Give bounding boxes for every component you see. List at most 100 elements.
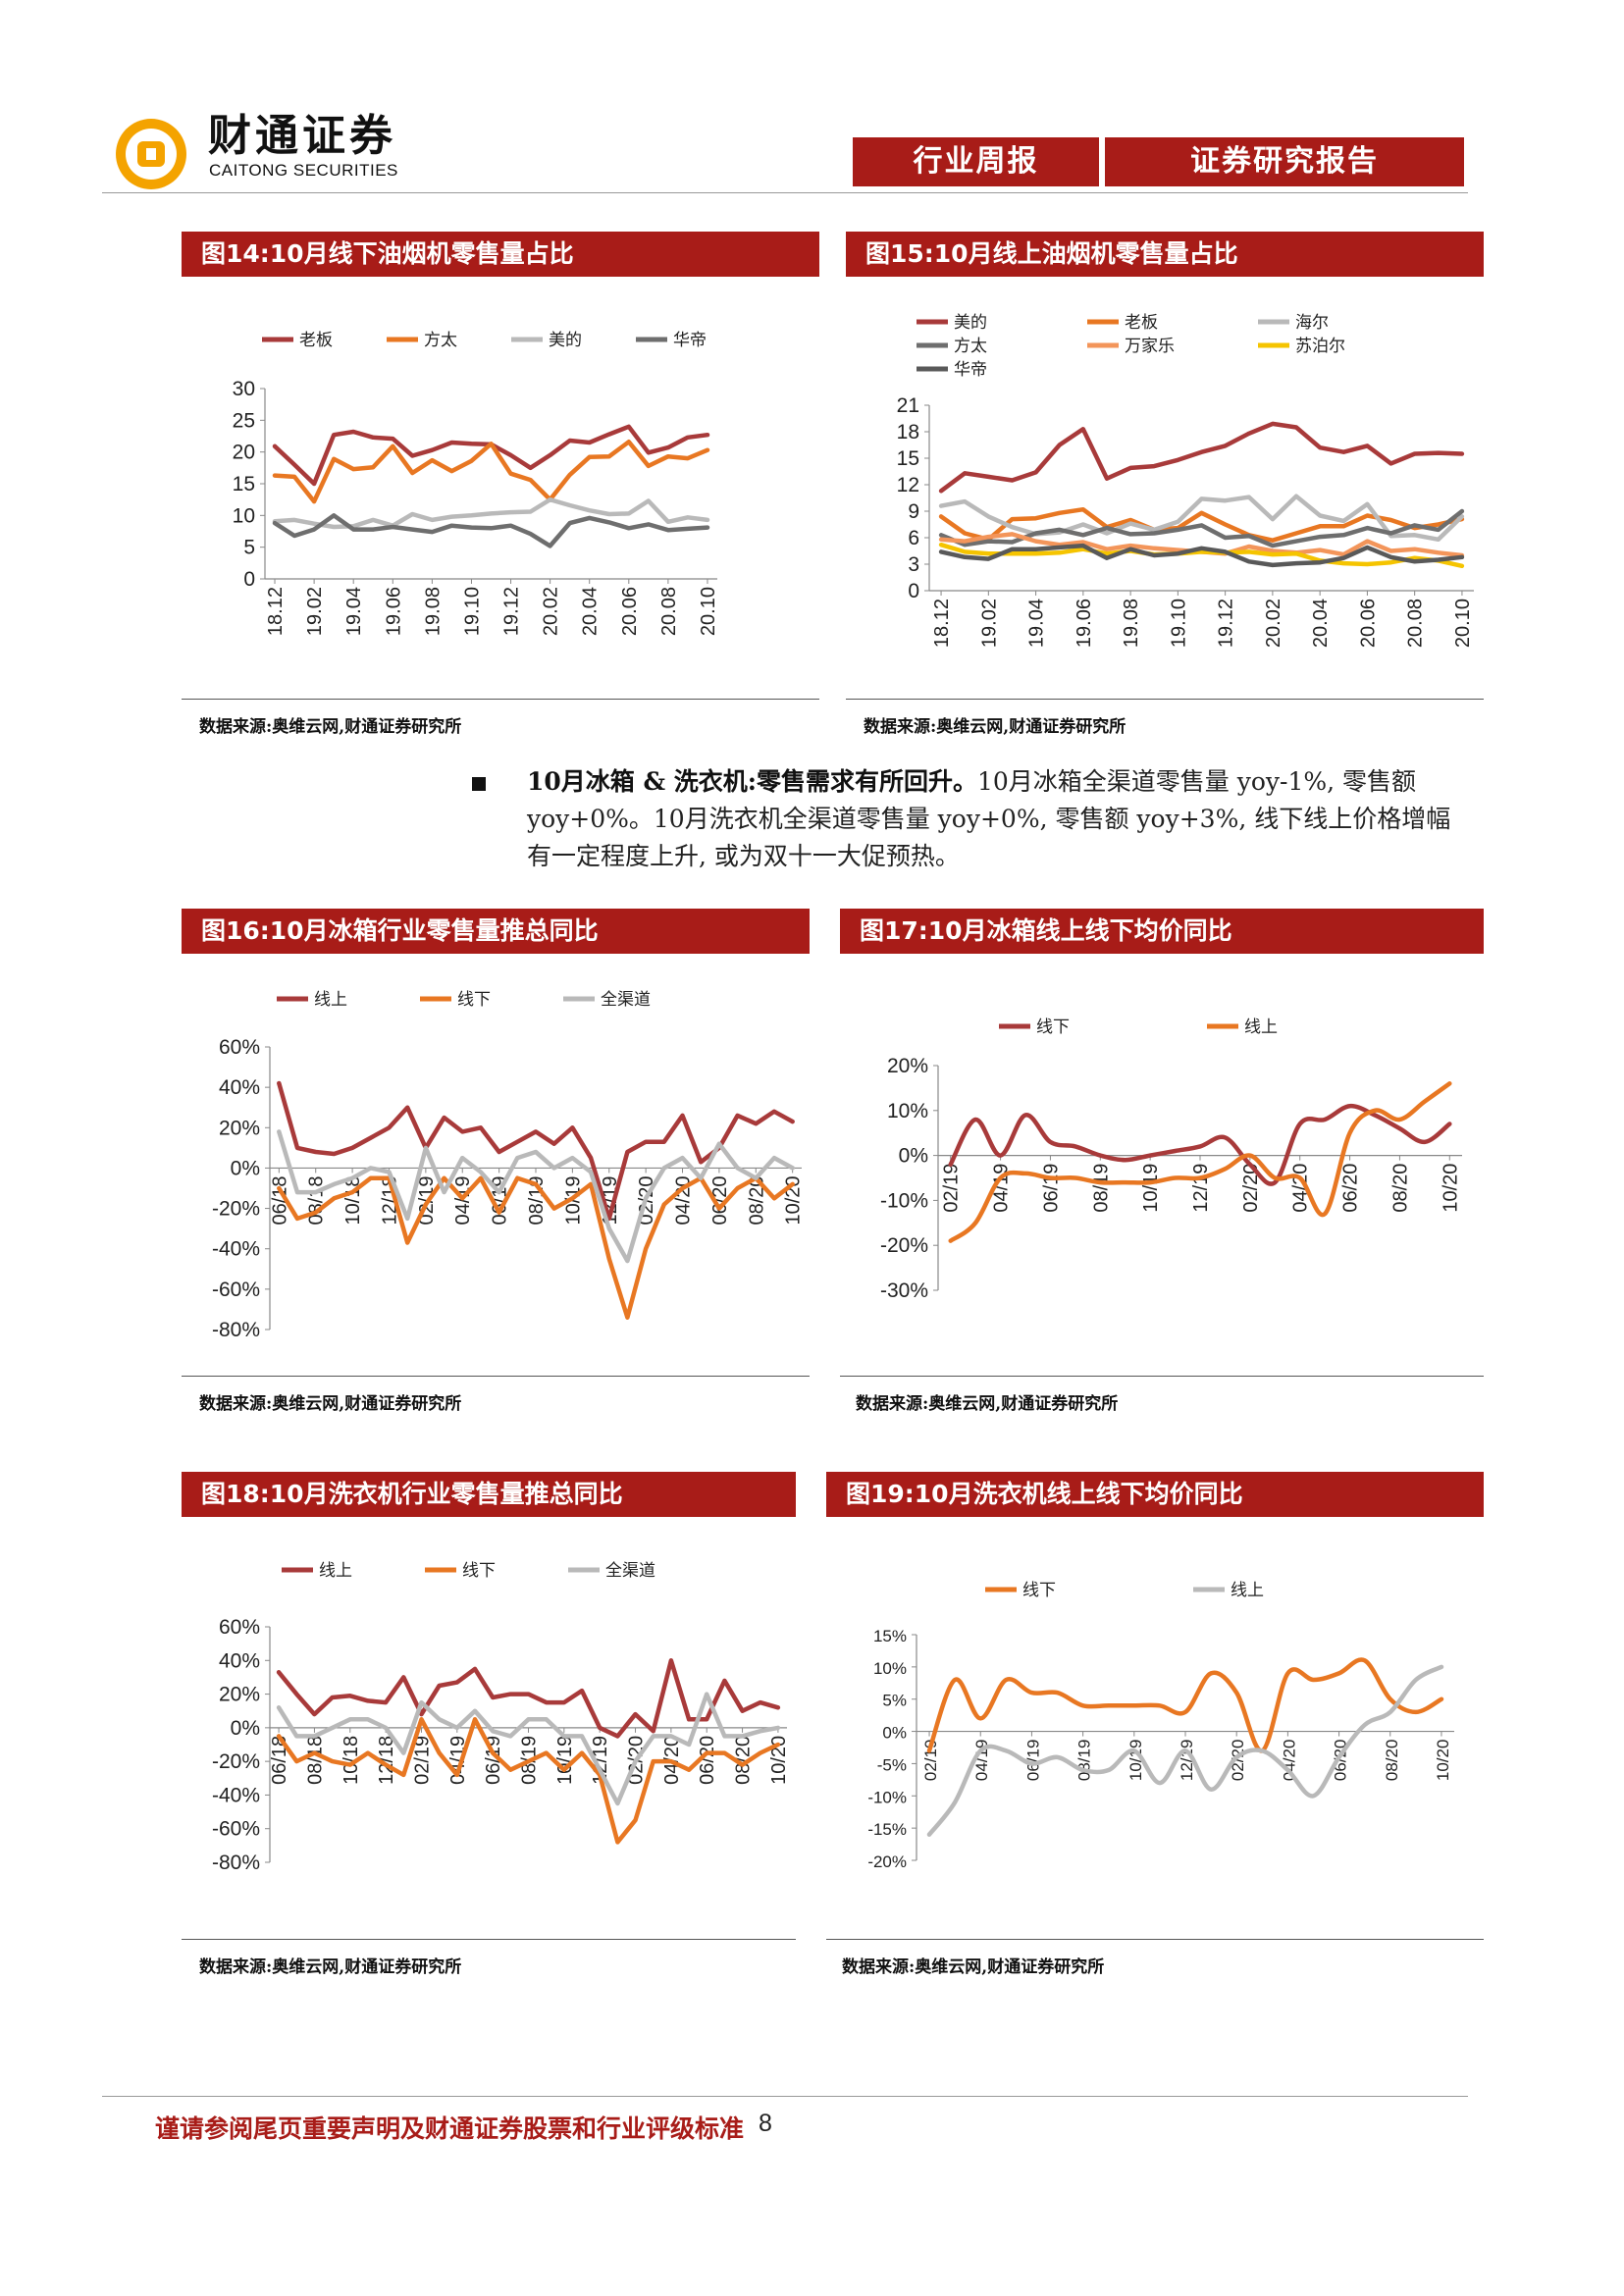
report-type-tag: 行业周报 [853, 137, 1099, 186]
x-tick-label-fig19-7: 04/20 [1280, 1740, 1298, 1782]
figure-18-source: 数据来源:奥维云网,财通证券研究所 [199, 1957, 462, 1977]
y-tick-label-fig19-4: 0% [882, 1724, 907, 1743]
y-tick-label-fig15-1: 3 [908, 553, 919, 576]
commentary-body: 10月冰箱全渠道零售量 yoy-1%, 零售额 yoy+0%。10月洗衣机全渠道… [527, 767, 1451, 870]
y-tick-label-fig16-0: -80% [212, 1319, 260, 1341]
legend-label-fig15-0: 美的 [954, 313, 987, 333]
y-tick-label-fig14-3: 15 [233, 473, 255, 496]
figure-16-chart: 线上 线下 全渠道 -80% -60% -40% -20% 0% 20% 40% 60% 06/18 0… [212, 990, 805, 1341]
x-tick-label-fig16-12: 06/20 [709, 1175, 731, 1225]
y-tick-label-fig19-0: -20% [867, 1852, 907, 1871]
x-tick-label-fig14-3: 19.06 [383, 587, 404, 636]
legend-label-fig14-3: 华帝 [673, 331, 707, 350]
y-tick-label-fig15-5: 15 [897, 447, 919, 470]
x-tick-label-fig16-8: 10/19 [562, 1175, 584, 1225]
y-tick-label-fig17-4: 10% [887, 1100, 928, 1122]
commentary-heading: 10月冰箱 & 洗衣机:零售需求有所回升。 [527, 767, 977, 796]
figure-15-source: 数据来源:奥维云网,财通证券研究所 [864, 717, 1126, 737]
legend-label-fig15-1: 老板 [1125, 313, 1158, 333]
y-tick-label-fig18-6: 40% [219, 1649, 260, 1672]
series-line-fig18-2 [276, 1692, 781, 1806]
figure-19-divider [826, 1939, 1484, 1940]
y-tick-label-fig14-0: 0 [243, 568, 255, 591]
footer-disclaimer: 谨请参阅尾页重要声明及财通证券股票和行业评级标准 [155, 2114, 745, 2143]
x-tick-label-fig15-3: 19.06 [1074, 599, 1095, 648]
series-line-fig16-1 [277, 1175, 795, 1320]
bullet-point [472, 777, 486, 791]
x-tick-label-fig15-0: 18.12 [931, 599, 953, 648]
figure-17-source: 数据来源:奥维云网,财通证券研究所 [856, 1394, 1119, 1414]
y-tick-label-fig18-1: -60% [212, 1818, 260, 1841]
legend-label-fig16-2: 全渠道 [601, 990, 651, 1010]
y-tick-label-fig16-5: 20% [219, 1117, 260, 1139]
figure-17-divider [840, 1376, 1484, 1377]
series-line-fig15-2 [938, 494, 1465, 543]
x-tick-label-fig18-8: 10/19 [554, 1736, 576, 1785]
x-tick-label-fig14-8: 20.04 [580, 587, 602, 636]
commentary-paragraph: 10月冰箱 & 洗衣机:零售需求有所回升。10月冰箱全渠道零售量 yoy-1%,… [527, 763, 1474, 875]
series-line-fig15-5 [938, 542, 1465, 569]
legend-label-fig14-1: 方太 [424, 331, 457, 350]
x-tick-label-fig15-10: 20.08 [1405, 599, 1427, 648]
y-tick-label-fig17-0: -30% [880, 1279, 928, 1302]
x-tick-label-fig14-9: 20.06 [619, 587, 641, 636]
page-number: 8 [759, 2110, 772, 2137]
y-tick-label-fig18-7: 60% [219, 1616, 260, 1639]
series-line-fig14-3 [272, 513, 710, 548]
y-tick-label-fig14-6: 30 [233, 378, 255, 400]
series-line-fig16-2 [277, 1129, 795, 1264]
figure-16-source: 数据来源:奥维云网,财通证券研究所 [199, 1394, 462, 1414]
y-tick-label-fig19-1: -15% [867, 1820, 907, 1839]
legend-label-fig17-1: 线上 [1244, 1018, 1278, 1037]
series-line-fig15-3 [938, 508, 1465, 548]
y-tick-label-fig14-5: 25 [233, 409, 255, 432]
x-tick-label-fig15-8: 20.04 [1310, 599, 1332, 648]
figure-19-chart: 线下 线上 -20% -15% -10% -5% 0% 5% 10% 15% 02/19 04/19 0… [867, 1581, 1454, 1871]
legend-label-fig18-2: 全渠道 [605, 1561, 655, 1581]
x-tick-label-fig19-0: 02/19 [921, 1740, 940, 1782]
series-line-fig14-0 [272, 424, 710, 487]
x-tick-label-fig17-6: 02/20 [1240, 1164, 1262, 1213]
x-tick-label-fig14-4: 19.08 [422, 587, 444, 636]
y-tick-label-fig18-5: 20% [219, 1684, 260, 1706]
x-tick-label-fig19-1: 04/19 [972, 1740, 991, 1782]
x-tick-label-fig18-0: 06/18 [269, 1736, 290, 1785]
y-tick-label-fig17-1: -20% [880, 1234, 928, 1257]
figure-14-source: 数据来源:奥维云网,财通证券研究所 [199, 717, 462, 737]
figure-14-divider [182, 699, 819, 700]
series-line-fig18-1 [276, 1717, 781, 1845]
company-name-en: CAITONG SECURITIES [209, 161, 398, 180]
x-tick-label-fig16-0: 06/18 [269, 1175, 290, 1225]
figure-15-title: 图15:10月线上油烟机零售量占比 [846, 232, 1484, 277]
x-tick-label-fig15-7: 20.02 [1263, 599, 1284, 648]
legend-label-fig19-1: 线上 [1231, 1581, 1264, 1600]
figure-19-title: 图19:10月洗衣机线上线下均价同比 [826, 1472, 1484, 1517]
legend-label-fig15-6: 华帝 [954, 360, 987, 380]
x-tick-label-fig15-5: 19.10 [1168, 599, 1189, 648]
y-tick-label-fig18-4: 0% [231, 1717, 260, 1740]
legend-label-fig15-5: 苏泊尔 [1295, 337, 1345, 356]
x-tick-label-fig17-5: 12/19 [1190, 1164, 1212, 1213]
company-name-cn: 财通证券 [208, 111, 396, 161]
x-tick-label-fig15-9: 20.06 [1357, 599, 1379, 648]
x-tick-label-fig14-1: 19.02 [304, 587, 326, 636]
x-tick-label-fig17-2: 06/19 [1040, 1164, 1062, 1213]
y-tick-label-fig15-6: 18 [897, 421, 919, 444]
figure-15-divider [846, 699, 1484, 700]
y-tick-label-fig16-1: -60% [212, 1278, 260, 1301]
x-tick-label-fig14-5: 19.10 [461, 587, 483, 636]
x-tick-label-fig18-3: 12/18 [376, 1736, 397, 1785]
figure-17-chart: 线下 线上-30%-20%-10%0%10%20%02/19 04/19 06/19 0… [880, 1018, 1462, 1302]
y-tick-label-fig17-5: 20% [887, 1055, 928, 1077]
x-tick-label-fig19-6: 02/20 [1229, 1740, 1247, 1782]
x-tick-label-fig19-3: 08/19 [1075, 1740, 1094, 1782]
y-tick-label-fig14-4: 20 [233, 442, 255, 464]
legend-label-fig18-0: 线上 [319, 1561, 352, 1581]
header-divider [102, 192, 1468, 193]
x-tick-label-fig16-5: 04/19 [452, 1175, 474, 1225]
figure-16-title: 图16:10月冰箱行业零售量推总同比 [182, 909, 810, 954]
y-tick-label-fig18-0: -80% [212, 1852, 260, 1874]
series-line-fig15-0 [938, 421, 1465, 494]
series-line-fig18-0 [276, 1658, 781, 1739]
